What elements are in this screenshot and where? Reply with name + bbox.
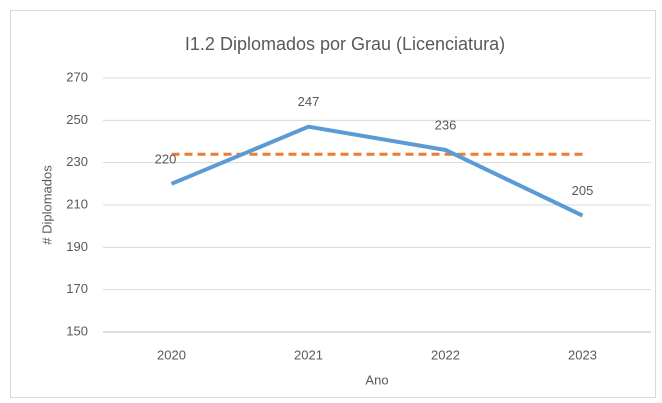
data-label: 247: [298, 94, 320, 109]
data-label: 205: [572, 183, 594, 198]
x-tick-label: 2023: [568, 347, 597, 362]
data-label: 236: [435, 117, 457, 132]
y-axis-title: # Diplomados: [39, 165, 54, 245]
y-tick-label: 250: [66, 112, 88, 127]
y-tick-label: 170: [66, 281, 88, 296]
y-tick-label: 190: [66, 239, 88, 254]
x-axis-title: Ano: [365, 372, 388, 387]
y-tick-label: 230: [66, 154, 88, 169]
chart-title: I1.2 Diplomados por Grau (Licenciatura): [185, 34, 505, 54]
y-tick-label: 210: [66, 196, 88, 211]
x-tick-label: 2021: [294, 347, 323, 362]
x-tick-label: 2020: [157, 347, 186, 362]
y-tick-label: 270: [66, 69, 88, 84]
data-label: 220: [155, 151, 177, 166]
x-tick-label: 2022: [431, 347, 460, 362]
y-tick-label: 150: [66, 323, 88, 338]
chart-border: [10, 10, 656, 398]
line-series: [170, 124, 584, 218]
